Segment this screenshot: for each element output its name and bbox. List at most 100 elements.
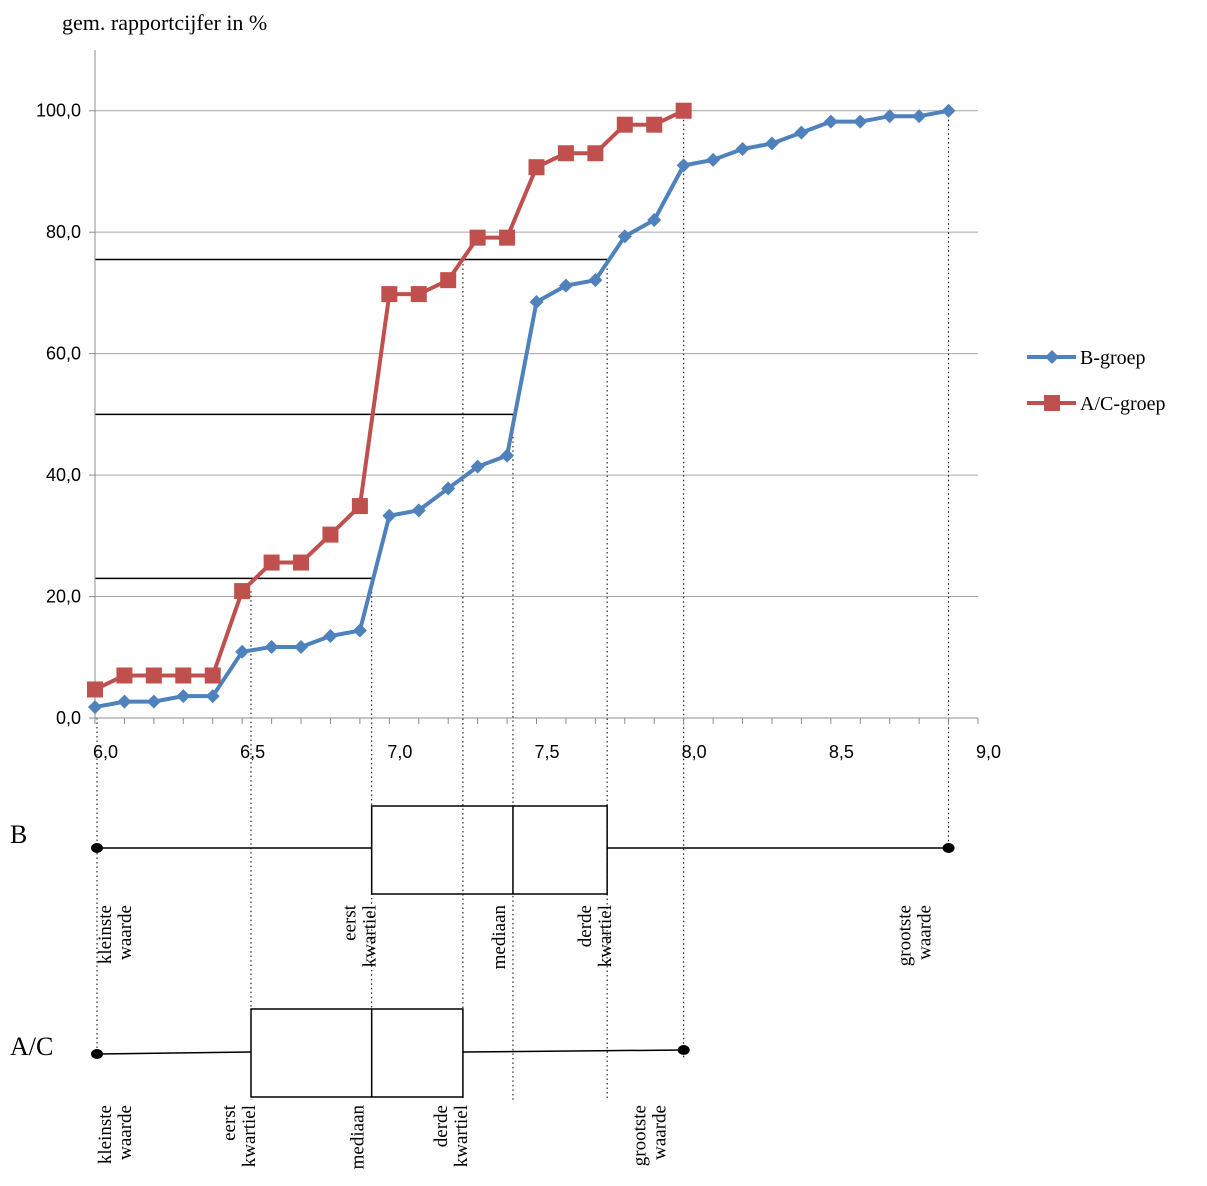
boxplot-label-line: kleinste — [95, 905, 116, 964]
max-dot — [677, 1045, 690, 1055]
y-tick-label: 80,0 — [46, 222, 81, 242]
data-point — [205, 689, 220, 704]
boxplot-label: kleinstewaarde — [95, 1105, 136, 1164]
y-tick-label: 100,0 — [36, 101, 81, 121]
data-point — [588, 273, 603, 288]
axes — [89, 50, 979, 724]
legend: B-groep A/C-groep — [1027, 347, 1166, 415]
boxplot-label-line: eerst — [219, 1104, 240, 1141]
data-point — [735, 141, 750, 156]
data-point — [381, 286, 398, 303]
data-point — [676, 158, 691, 173]
data-point — [264, 639, 279, 654]
data-point — [145, 667, 162, 684]
data-point — [587, 145, 604, 162]
data-point — [616, 116, 633, 133]
data-point — [912, 109, 927, 124]
x-tick-label: 6,5 — [240, 742, 265, 762]
boxplot-label-line: waarde — [915, 905, 936, 960]
x-tick-label: 6,0 — [93, 742, 118, 762]
boxplot-label-line: kwartiel — [360, 905, 381, 967]
boxplot-label-line: waarde — [115, 1105, 136, 1160]
data-point — [499, 229, 516, 246]
x-tick-labels: 6,0 6,5 7,0 7,5 8,0 8,5 9,0 — [93, 742, 1001, 762]
box — [370, 805, 608, 895]
data-point — [794, 125, 809, 140]
data-point — [440, 272, 457, 289]
boxplot-label: mediaan — [348, 1105, 369, 1170]
boxplot-label: eerstkwartiel — [219, 1104, 260, 1167]
y-tick-label: 60,0 — [46, 344, 81, 364]
data-point — [175, 667, 192, 684]
data-point — [469, 229, 486, 246]
boxplot-label: grootstewaarde — [630, 1105, 671, 1166]
boxplot-label-line: mediaan — [348, 1105, 369, 1170]
data-point — [116, 667, 133, 684]
x-tick-label: 8,5 — [829, 742, 854, 762]
data-point — [557, 145, 574, 162]
boxplot-group-label: A/C — [10, 1032, 53, 1061]
boxplot-label-line: kleinste — [95, 1105, 116, 1164]
whisker-left — [96, 1051, 252, 1055]
data-point — [323, 629, 338, 644]
data-point — [528, 159, 545, 176]
boxplot-label-line: kwartiel — [595, 905, 616, 967]
data-point — [764, 136, 779, 151]
legend-marker — [1044, 395, 1060, 411]
series-layer — [87, 102, 956, 715]
boxplot-label-line: derde — [575, 905, 596, 947]
boxplot-label: eerstkwartiel — [340, 904, 381, 967]
data-point — [235, 644, 250, 659]
data-point — [941, 103, 956, 118]
data-point — [675, 102, 692, 119]
data-point — [500, 448, 515, 463]
data-point — [470, 459, 485, 474]
data-point — [647, 213, 662, 228]
data-point — [88, 700, 102, 715]
data-point — [882, 109, 897, 124]
data-point — [352, 623, 367, 638]
y-tick-label: 20,0 — [46, 587, 81, 607]
data-point — [646, 116, 663, 133]
data-point — [706, 152, 721, 167]
whisker-right — [462, 1049, 684, 1053]
min-dot — [91, 843, 103, 853]
data-point — [410, 286, 427, 303]
x-tick-label: 7,5 — [535, 742, 560, 762]
data-point — [441, 481, 456, 496]
y-tick-labels: 0,0 20,0 40,0 60,0 80,0 100,0 — [36, 101, 81, 728]
data-point — [382, 508, 397, 523]
boxplot-label: grootstewaarde — [895, 905, 936, 966]
boxplot-label-line: waarde — [650, 1105, 671, 1160]
data-point — [234, 583, 251, 600]
series-line-1 — [94, 108, 685, 692]
gridlines — [95, 110, 978, 598]
data-point — [853, 114, 868, 129]
x-tick-label: 8,0 — [682, 742, 707, 762]
x-tick-label: 7,0 — [387, 742, 412, 762]
legend-label: A/C-groep — [1080, 393, 1166, 415]
y-tick-label: 0,0 — [56, 708, 81, 728]
boxplot-label: derdekwartiel — [575, 905, 616, 967]
chart-title: gem. rapportcijfer in % — [62, 10, 267, 35]
x-tick-label: 9,0 — [976, 742, 1001, 762]
data-point — [529, 295, 544, 310]
legend-label: B-groep — [1080, 347, 1146, 369]
boxplot-label-line: mediaan — [489, 905, 510, 970]
data-point — [294, 639, 309, 654]
boxplot-label-line: eerst — [340, 904, 361, 941]
data-point — [351, 498, 368, 515]
data-point — [263, 554, 280, 571]
boxplot-label: mediaan — [489, 905, 510, 970]
box — [250, 1008, 464, 1098]
boxplot-label: derdekwartiel — [431, 1105, 472, 1167]
max-dot — [942, 843, 955, 853]
data-point — [558, 278, 573, 293]
data-point — [117, 694, 132, 709]
boxplot-label-line: waarde — [115, 905, 136, 960]
reference-lines — [95, 258, 608, 580]
boxplot-group-label: B — [10, 820, 27, 849]
